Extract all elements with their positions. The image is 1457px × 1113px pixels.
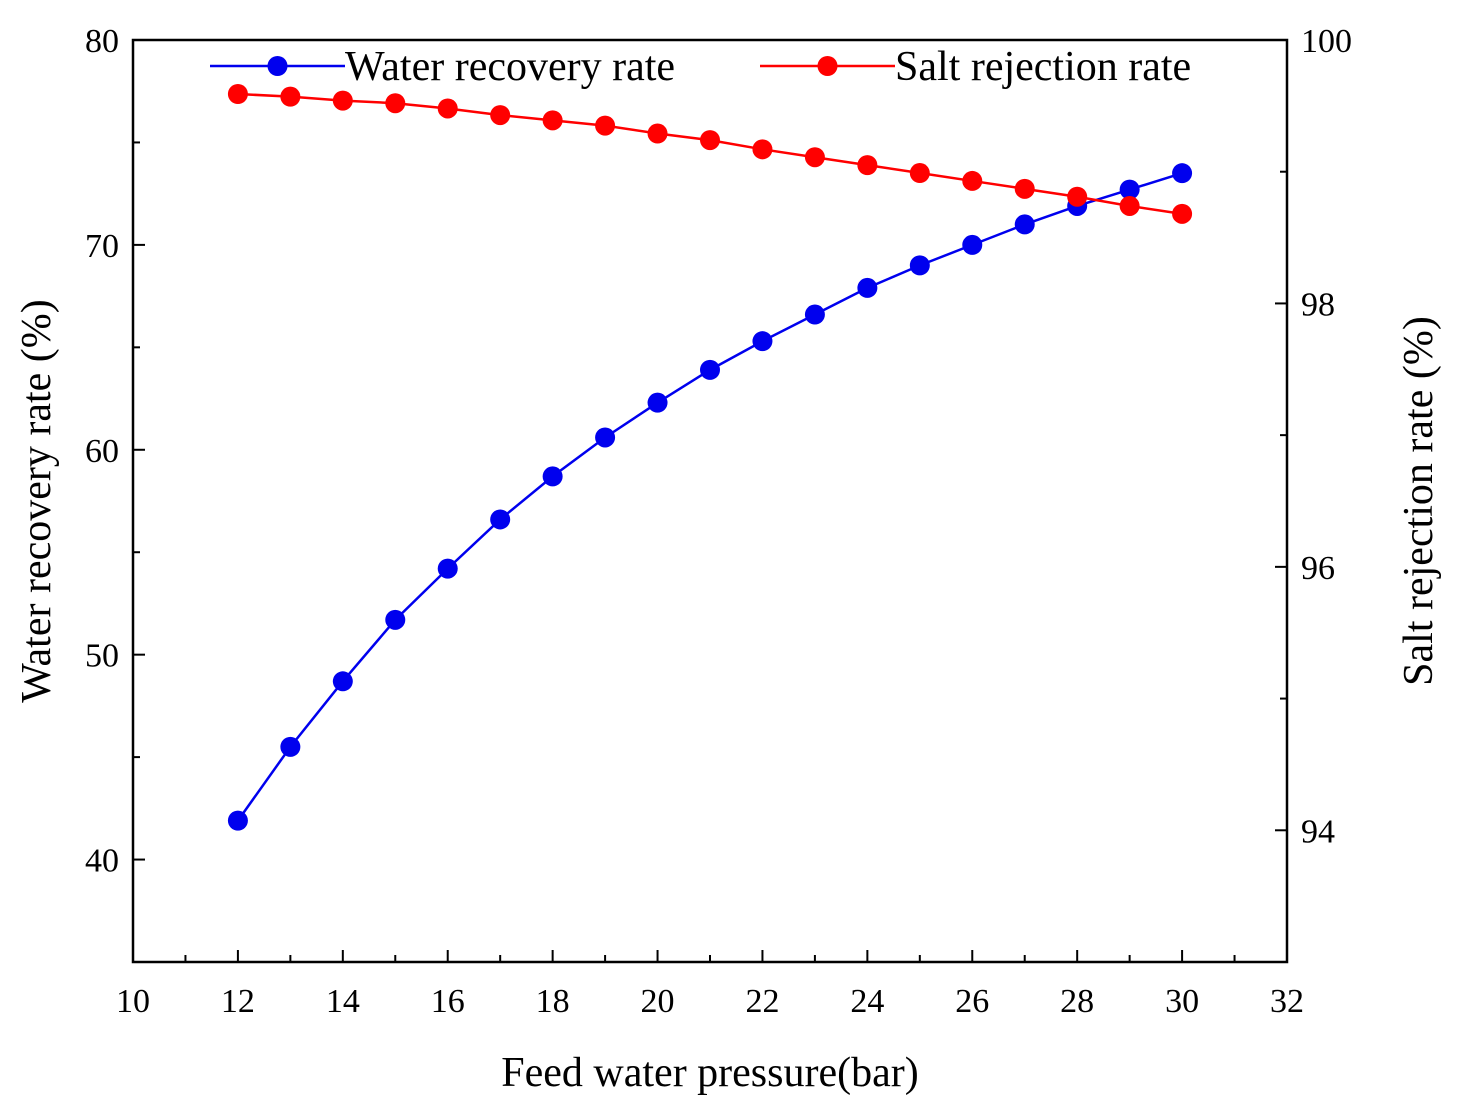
x-tick-label: 28 — [1060, 983, 1094, 1020]
water-recovery-rate-point — [385, 609, 406, 630]
water-recovery-rate-point — [332, 671, 353, 692]
salt-rejection-rate-point — [280, 86, 301, 107]
right-y-axis-title: Salt rejection rate (%) — [1396, 316, 1442, 686]
salt-rejection-rate-point — [227, 84, 248, 105]
salt-rejection-rate-point — [1172, 203, 1193, 224]
water-recovery-rate-point — [857, 277, 878, 298]
water-recovery-rate-line — [236, 171, 1183, 822]
salt-rejection-rate-point — [437, 98, 458, 119]
salt-rejection-rate-point — [909, 163, 930, 184]
left-y-tick-label: 40 — [85, 843, 119, 880]
x-tick-label: 26 — [955, 983, 989, 1020]
salt-rejection-rate-point — [385, 93, 406, 114]
x-tick-label: 10 — [116, 983, 150, 1020]
x-tick-label: 30 — [1165, 983, 1199, 1020]
right-y-tick-label: 100 — [1301, 23, 1352, 60]
x-tick-label: 12 — [221, 983, 255, 1020]
salt-rejection-rate-point — [647, 123, 668, 144]
salt-rejection-rate-point — [700, 130, 720, 151]
water-recovery-rate-point — [280, 736, 301, 757]
water-recovery-rate-point — [437, 558, 458, 579]
right-y-tick-label: 98 — [1301, 286, 1335, 323]
water-recovery-rate-point — [542, 466, 563, 487]
legend-water-recovery-rate-label: Water recovery rate — [345, 44, 675, 90]
salt-rejection-rate-point — [1067, 186, 1088, 207]
water-recovery-rate-point — [1119, 179, 1140, 200]
water-recovery-rate-point — [1014, 214, 1035, 235]
salt-rejection-rate-point — [595, 115, 616, 136]
water-recovery-rate-point — [962, 234, 983, 255]
left-y-axis: 40 50 60 70 80 — [85, 23, 145, 880]
x-tick-label: 24 — [850, 983, 884, 1020]
salt-rejection-rate-point — [857, 155, 878, 176]
legend: Water recovery rate Salt rejection rate — [210, 44, 1191, 90]
right-y-axis: 94 96 98 100 — [1275, 23, 1352, 850]
x-tick-label: 20 — [641, 983, 675, 1020]
x-axis: 10 12 14 16 18 20 22 24 26 28 30 32 — [116, 950, 1304, 1020]
water-recovery-rate-point — [909, 255, 930, 276]
legend-salt-rejection-rate-label: Salt rejection rate — [895, 44, 1191, 90]
water-recovery-rate-point — [1172, 163, 1193, 184]
salt-rejection-rate-line — [237, 92, 1183, 216]
water-recovery-rate-point — [595, 427, 616, 448]
salt-rejection-rate-point — [752, 139, 773, 160]
x-tick-label: 14 — [326, 983, 360, 1020]
plot-frame — [131, 38, 1289, 964]
left-y-tick-label: 70 — [85, 228, 119, 265]
left-y-tick-label: 60 — [85, 433, 119, 470]
left-y-axis-title: Water recovery rate (%) — [14, 299, 60, 703]
series-layer — [227, 84, 1193, 831]
salt-rejection-rate-point — [804, 147, 825, 168]
right-y-tick-label: 96 — [1301, 550, 1335, 587]
x-axis-title: Feed water pressure(bar) — [501, 1050, 918, 1096]
salt-rejection-rate-point — [1119, 195, 1140, 216]
legend-water-recovery-rate-swatch-marker — [267, 56, 288, 76]
x-tick-label: 22 — [745, 983, 779, 1020]
x-tick-label: 18 — [536, 983, 570, 1020]
x-tick-label: 32 — [1270, 983, 1304, 1020]
water-recovery-rate-point — [804, 304, 825, 325]
salt-rejection-rate-point — [1014, 178, 1035, 199]
water-recovery-rate-point — [647, 392, 668, 413]
salt-rejection-rate-point — [962, 170, 983, 191]
water-recovery-rate-point — [752, 331, 773, 352]
x-tick-label: 16 — [431, 983, 465, 1020]
salt-rejection-rate-point — [542, 110, 563, 131]
water-recovery-rate-point — [700, 359, 720, 380]
water-recovery-rate-point — [490, 509, 511, 530]
right-y-tick-label: 94 — [1301, 813, 1335, 850]
water-recovery-rate-point — [227, 810, 248, 831]
left-y-tick-label: 80 — [85, 23, 119, 60]
salt-rejection-rate-point — [332, 90, 353, 111]
legend-salt-rejection-rate-swatch-marker — [817, 56, 838, 76]
salt-rejection-rate-point — [490, 105, 511, 126]
left-y-tick-label: 50 — [85, 638, 119, 675]
